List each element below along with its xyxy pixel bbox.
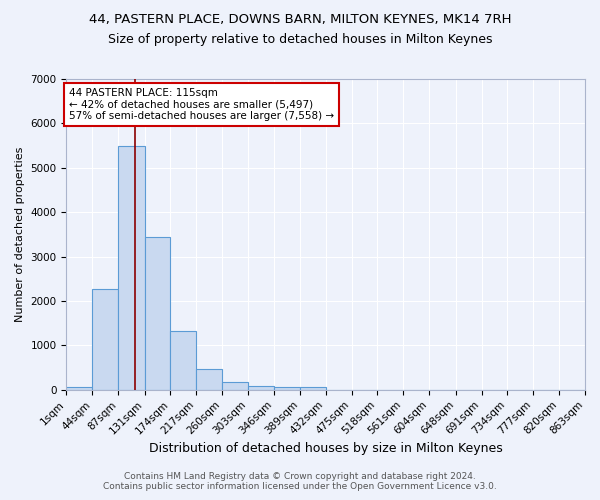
Text: Contains public sector information licensed under the Open Government Licence v3: Contains public sector information licen…	[103, 482, 497, 491]
Bar	[196, 370, 222, 390]
Text: 44, PASTERN PLACE, DOWNS BARN, MILTON KEYNES, MK14 7RH: 44, PASTERN PLACE, DOWNS BARN, MILTON KE…	[89, 12, 511, 26]
Bar	[170, 331, 196, 390]
Bar	[274, 387, 300, 390]
Bar	[248, 386, 274, 390]
Text: 44 PASTERN PLACE: 115sqm
← 42% of detached houses are smaller (5,497)
57% of sem: 44 PASTERN PLACE: 115sqm ← 42% of detach…	[69, 88, 334, 121]
Y-axis label: Number of detached properties: Number of detached properties	[15, 146, 25, 322]
Bar	[145, 237, 170, 390]
Bar	[92, 288, 118, 390]
Bar	[67, 386, 92, 390]
Bar	[222, 382, 248, 390]
Text: Contains HM Land Registry data © Crown copyright and database right 2024.: Contains HM Land Registry data © Crown c…	[124, 472, 476, 481]
Bar	[300, 387, 326, 390]
X-axis label: Distribution of detached houses by size in Milton Keynes: Distribution of detached houses by size …	[149, 442, 503, 455]
Text: Size of property relative to detached houses in Milton Keynes: Size of property relative to detached ho…	[108, 32, 492, 46]
Bar	[118, 146, 145, 390]
